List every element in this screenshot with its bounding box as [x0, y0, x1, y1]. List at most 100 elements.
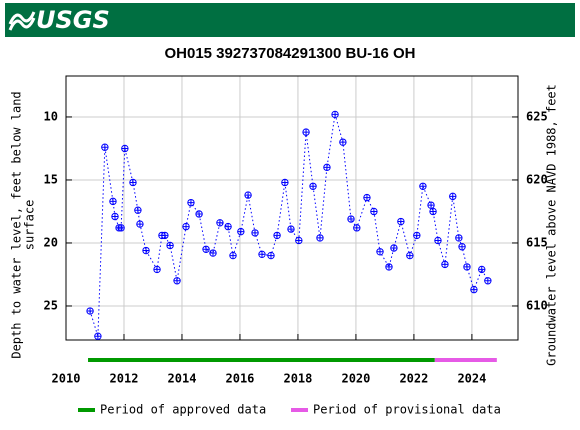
point-cross [419, 183, 427, 190]
point-cross [229, 252, 237, 259]
data-point [109, 197, 117, 206]
data-point [153, 265, 161, 274]
point-cross [390, 244, 398, 252]
point-cross [295, 237, 303, 244]
data-point [237, 227, 245, 236]
data-point [376, 248, 384, 256]
point-cross [363, 194, 371, 201]
data-point [316, 234, 324, 242]
data-point [224, 222, 232, 231]
data-point [353, 224, 361, 232]
x-tick-label: 2012 [110, 372, 139, 386]
data-point [441, 260, 449, 269]
point-cross [385, 263, 393, 271]
y2-tick-label: 620 [526, 172, 548, 186]
data-point [309, 182, 317, 190]
usgs-logo: USGS [8, 6, 110, 34]
point-cross [109, 198, 117, 205]
data-point [390, 244, 398, 252]
data-point [273, 231, 281, 240]
point-cross [302, 128, 310, 136]
point-cross [287, 225, 295, 233]
data-point [363, 193, 371, 202]
header-bar [5, 3, 575, 37]
y-tick-label: 25 [44, 298, 58, 312]
y-tick-label: 10 [44, 109, 58, 123]
legend-label: Period of approved data [100, 403, 266, 417]
point-cross [161, 232, 169, 239]
data-point [187, 198, 195, 207]
point-cross [244, 191, 252, 199]
point-cross [173, 277, 181, 284]
data-point [449, 192, 457, 201]
data-point [427, 201, 435, 209]
point-cross [427, 201, 435, 209]
data-point [129, 178, 137, 187]
data-point [295, 236, 303, 245]
x-tick-label: 2020 [341, 372, 370, 386]
data-point [419, 182, 427, 190]
data-point [370, 207, 378, 216]
point-cross [117, 224, 125, 232]
data-point [434, 236, 442, 245]
y2-axis-label: Groundwater level above NAVD 1988, feet [545, 84, 559, 366]
point-cross [182, 223, 190, 230]
point-cross [458, 243, 466, 250]
data-point [267, 251, 275, 260]
point-cross [187, 199, 195, 206]
point-cross [316, 234, 324, 242]
data-point [161, 231, 169, 240]
data-point [229, 251, 237, 260]
data-point [302, 128, 310, 136]
data-point [94, 332, 102, 340]
point-cross [397, 218, 405, 225]
data-point [121, 144, 129, 153]
logo-wave [8, 11, 36, 31]
data-point [117, 224, 125, 232]
y-tick-label: 20 [44, 235, 58, 249]
point-cross [216, 219, 224, 227]
point-cross [129, 179, 137, 186]
data-point [195, 210, 203, 218]
point-cross [406, 252, 414, 259]
y2-tick-label: 610 [526, 298, 548, 312]
data-point [209, 249, 217, 257]
data-point [244, 191, 252, 199]
point-cross [376, 248, 384, 255]
point-cross [281, 179, 289, 186]
point-cross [370, 208, 378, 215]
point-cross [463, 263, 471, 271]
y2-tick-label: 615 [526, 235, 548, 249]
plot-frame [65, 75, 519, 341]
logo-text: USGS [36, 6, 110, 34]
point-cross [94, 333, 102, 340]
point-cross [347, 215, 355, 223]
point-cross [478, 266, 485, 273]
point-cross [449, 193, 456, 200]
point-cross [121, 145, 129, 152]
x-tick-label: 2018 [283, 372, 312, 386]
y2-tick-label: 625 [526, 109, 548, 123]
x-tick-label: 2014 [168, 372, 197, 386]
data-point [463, 263, 471, 271]
data-point [478, 265, 486, 274]
point-cross [267, 252, 275, 259]
point-cross [86, 307, 94, 315]
point-cross [224, 223, 232, 230]
point-cross [136, 220, 144, 228]
point-cross [353, 224, 360, 232]
point-cross [309, 183, 317, 190]
data-point [134, 206, 142, 214]
data-point [111, 212, 119, 221]
x-tick-label: 2016 [226, 372, 255, 386]
data-point [287, 225, 295, 233]
data-point [397, 217, 405, 226]
point-cross [273, 232, 281, 239]
point-cross [166, 242, 174, 249]
data-point [413, 231, 421, 240]
chart-title: OH015 392737084291300 BU-16 OH [164, 45, 415, 62]
data-line [89, 114, 489, 337]
point-cross [470, 286, 478, 293]
